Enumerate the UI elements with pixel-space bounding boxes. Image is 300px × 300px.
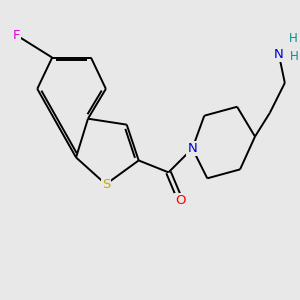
Text: H: H [290, 50, 299, 63]
Text: S: S [102, 178, 110, 191]
Text: N: N [188, 142, 197, 155]
Text: F: F [13, 29, 20, 42]
Text: N: N [274, 48, 284, 61]
Text: H: H [288, 32, 297, 45]
Text: O: O [175, 194, 186, 207]
